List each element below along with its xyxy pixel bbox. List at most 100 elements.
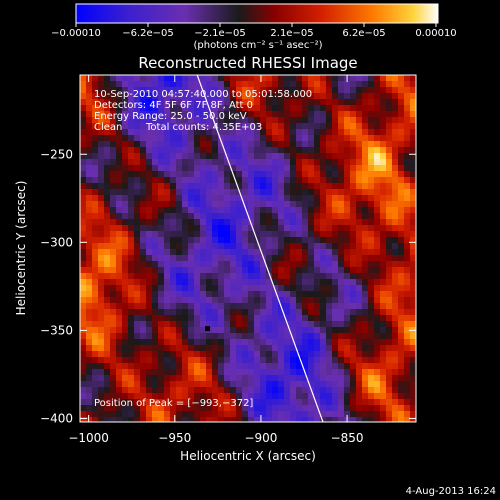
heatmap-cell [194,141,201,148]
heatmap-cell [158,267,165,274]
heatmap-cell [266,255,273,262]
heatmap-cell [308,333,315,340]
heatmap-cell [242,165,249,172]
heatmap-cell [278,369,285,376]
heatmap-cell [164,333,171,340]
heatmap-cell [392,159,399,166]
heatmap-cell [302,303,309,310]
heatmap-cell [242,129,249,136]
heatmap-cell [104,207,111,214]
heatmap-cell [80,303,87,310]
heatmap-cell [92,177,99,184]
heatmap-cell [332,411,339,418]
heatmap-cell [80,345,87,352]
heatmap-cell [260,153,267,160]
heatmap-cell [158,261,165,268]
heatmap-cell [176,387,183,394]
heatmap-cell [290,303,297,310]
heatmap-cell [248,333,255,340]
heatmap-cell [188,153,195,160]
heatmap-cell [206,375,213,382]
heatmap-cell [98,357,105,364]
heatmap-cell [362,231,369,238]
heatmap-cell [356,303,363,310]
heatmap-cell [338,183,345,190]
heatmap-cell [212,255,219,262]
heatmap-cell [398,303,405,310]
heatmap-cell [386,207,393,214]
heatmap-cell [170,279,177,286]
heatmap-cell [350,201,357,208]
heatmap-cell [302,75,309,82]
heatmap-cell [392,135,399,142]
heatmap-cell [212,291,219,298]
heatmap-cell [110,231,117,238]
heatmap-cell [374,387,381,394]
heatmap-cell [314,189,321,196]
heatmap-cell [188,213,195,220]
heatmap-cell [230,123,237,130]
heatmap-cell [374,273,381,280]
heatmap-cell [230,195,237,202]
heatmap-cell [380,117,387,124]
heatmap-cell [218,321,225,328]
heatmap-cell [362,405,369,412]
heatmap-cell [362,75,369,82]
heatmap-cell [218,333,225,340]
heatmap-cell [182,171,189,178]
heatmap-cell [152,279,159,286]
heatmap-cell [260,309,267,316]
heatmap-cell [98,123,105,130]
heatmap-cell [290,351,297,358]
heatmap-cell [380,411,387,418]
heatmap-cell [332,93,339,100]
heatmap-cell [266,309,273,316]
heatmap-cell [146,381,153,388]
heatmap-cell [176,141,183,148]
heatmap-cell [104,285,111,292]
heatmap-cell [260,165,267,172]
heatmap-cell [362,165,369,172]
heatmap-cell [158,381,165,388]
heatmap-cell [284,411,291,418]
heatmap-cell [260,405,267,412]
heatmap-cell [410,267,416,274]
heatmap-cell [80,81,87,88]
heatmap-cell [158,369,165,376]
heatmap-cell [116,363,123,370]
heatmap-cell [272,195,279,202]
heatmap-cell [380,87,387,94]
heatmap-cell [134,363,141,370]
heatmap-cell [194,171,201,178]
heatmap-cell [110,87,117,94]
heatmap-cell [86,411,93,418]
heatmap-cell [194,321,201,328]
heatmap-cell [176,411,183,418]
heatmap-cell [158,93,165,100]
heatmap-cell [314,321,321,328]
heatmap-cell [212,339,219,346]
heatmap-cell [374,105,381,112]
heatmap-cell [248,111,255,118]
heatmap-cell [320,381,327,388]
heatmap-cell [236,357,243,364]
heatmap-cell [158,339,165,346]
heatmap-cell [194,93,201,100]
heatmap-cell [284,237,291,244]
heatmap-cell [140,135,147,142]
heatmap-cell [152,189,159,196]
heatmap-cell [410,207,416,214]
heatmap-cell [392,87,399,94]
heatmap-cell [98,159,105,166]
heatmap-cell [146,105,153,112]
heatmap-cell [158,375,165,382]
heatmap-cell [230,159,237,166]
heatmap-cell [320,171,327,178]
heatmap-cell [302,321,309,328]
heatmap-cell [194,129,201,136]
heatmap-cell [314,291,321,298]
heatmap-cell [98,333,105,340]
heatmap-cell [122,99,129,106]
heatmap-cell [116,171,123,178]
heatmap-cell [218,417,225,422]
